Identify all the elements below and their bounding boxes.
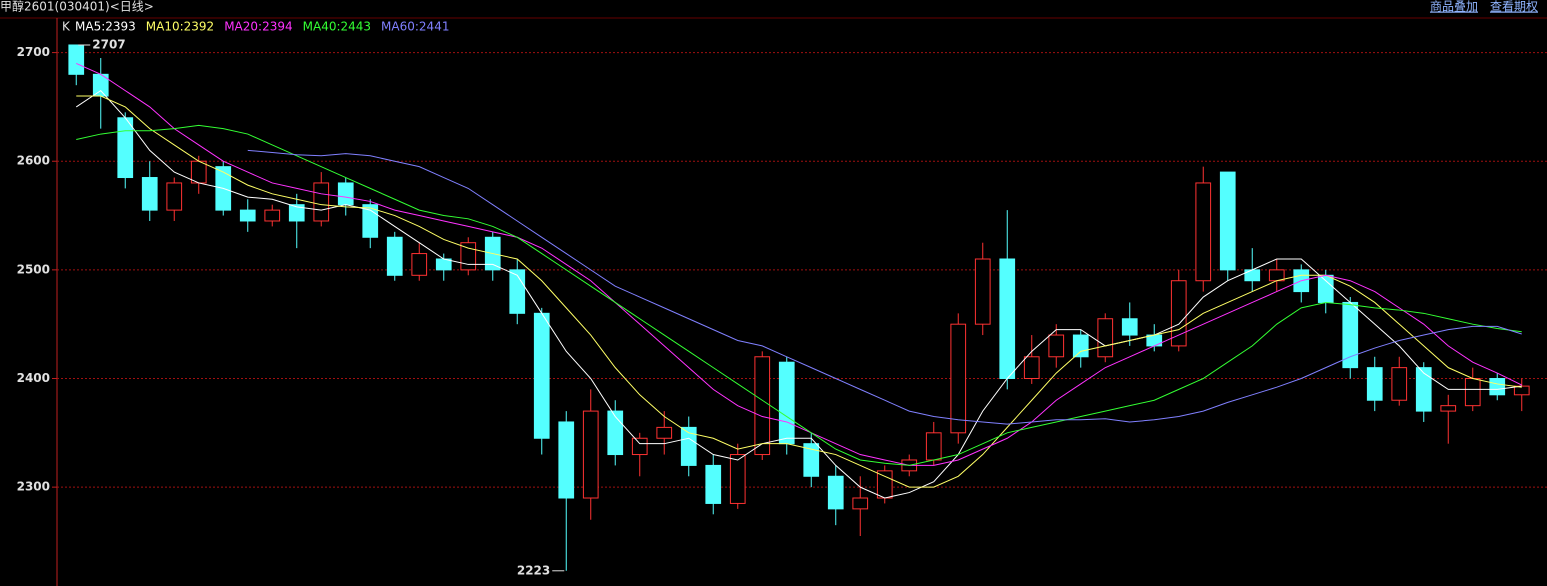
candle-body xyxy=(680,426,697,466)
annotation: 2707 xyxy=(92,37,125,51)
candle-body xyxy=(1170,280,1187,347)
candle-body xyxy=(386,236,403,276)
candle-body xyxy=(1244,269,1261,282)
candle-body xyxy=(925,432,942,461)
candle-body xyxy=(1219,171,1236,271)
candle-body xyxy=(141,177,158,211)
ma-line xyxy=(76,124,1522,466)
legend-entry: MA10:2392 xyxy=(146,20,214,34)
candle-body xyxy=(729,454,746,504)
candle-body xyxy=(1415,367,1432,412)
candle-body xyxy=(974,258,991,325)
ma-line xyxy=(76,95,1522,488)
candle-body xyxy=(778,361,795,445)
candle-body xyxy=(631,437,648,456)
candle-body xyxy=(239,209,256,222)
link[interactable]: 查看期权 xyxy=(1490,0,1538,14)
candle-body xyxy=(1097,318,1114,358)
candle-body xyxy=(876,470,893,499)
y-tick-label: 2700 xyxy=(17,45,50,59)
y-tick-label: 2500 xyxy=(17,262,50,276)
candle-body xyxy=(313,182,330,222)
candle-body xyxy=(1317,274,1334,303)
candle-body xyxy=(582,410,599,499)
candle-body xyxy=(1048,334,1065,358)
candle-body xyxy=(190,160,207,184)
candle-body xyxy=(337,182,354,206)
ma-line xyxy=(247,149,1522,425)
candle-body xyxy=(1489,378,1506,396)
candle-body xyxy=(827,475,844,510)
annotation: 2223 xyxy=(517,563,550,577)
y-tick-label: 2600 xyxy=(17,154,50,168)
candle-body xyxy=(754,356,771,456)
candle-body xyxy=(264,209,281,222)
legend-entry: MA5:2393 xyxy=(75,20,136,34)
kline-label: K xyxy=(62,20,71,34)
legend-entry: MA20:2394 xyxy=(224,20,292,34)
candle-body xyxy=(1342,301,1359,369)
candle-body xyxy=(1391,367,1408,401)
candle-body xyxy=(1072,334,1089,358)
candle-body xyxy=(607,410,624,456)
chart-title: 甲醇2601(030401)<日线> xyxy=(0,0,154,14)
candle-body xyxy=(1366,367,1383,401)
candle-body xyxy=(558,421,575,499)
ma-line xyxy=(75,89,1522,499)
candle-body xyxy=(803,443,820,477)
candle-body xyxy=(950,323,967,434)
candle-body xyxy=(411,253,428,276)
candle-body xyxy=(705,464,722,504)
candle-body xyxy=(1440,405,1457,412)
candle-body xyxy=(1513,385,1530,396)
candle-body xyxy=(999,258,1016,380)
candle-body xyxy=(68,44,85,75)
legend-entry: MA60:2441 xyxy=(381,20,449,34)
y-tick-label: 2400 xyxy=(17,371,50,385)
candle-body xyxy=(656,426,673,439)
candle-body xyxy=(1023,356,1040,380)
candle-body xyxy=(1464,378,1481,407)
candle-body xyxy=(117,117,134,179)
y-tick-label: 2300 xyxy=(17,480,50,494)
candle-body xyxy=(288,204,305,222)
candle-body xyxy=(166,182,183,211)
candle-body xyxy=(509,269,526,314)
ma-line xyxy=(76,62,1522,466)
candle-body xyxy=(852,497,869,510)
candle-body xyxy=(460,242,477,271)
candle-body xyxy=(1121,318,1138,336)
link[interactable]: 商品叠加 xyxy=(1430,0,1478,14)
candle-body xyxy=(533,312,550,439)
legend-entry: MA40:2443 xyxy=(303,20,371,34)
candle-body xyxy=(1195,182,1212,282)
